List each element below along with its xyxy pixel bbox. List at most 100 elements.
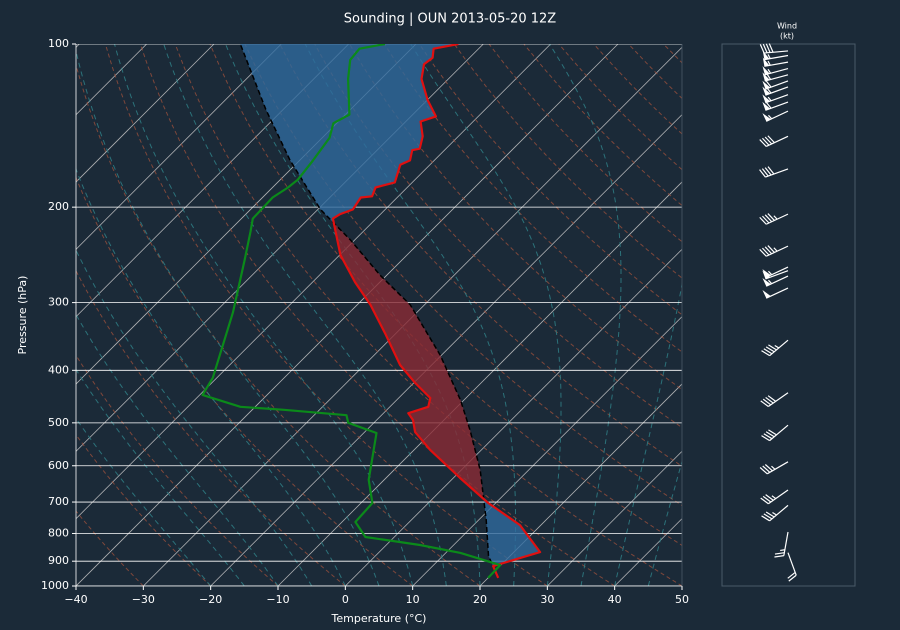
dry-adiabat (76, 269, 346, 586)
isotherm (277, 181, 682, 586)
dry-adiabat (349, 44, 682, 391)
moist-adiabat (614, 282, 682, 586)
barb-feather (764, 246, 773, 255)
dry-adiabat (453, 44, 682, 279)
x-tick-label: −30 (132, 593, 155, 606)
barb-flag (762, 290, 771, 299)
barb-shaft (765, 270, 789, 280)
barb-feather (762, 137, 770, 146)
barb-shaft (765, 275, 789, 287)
barb-flag (762, 269, 771, 278)
barb-feather (761, 350, 770, 357)
y-axis-label: Pressure (hPa) (16, 276, 29, 355)
wind-barb (762, 110, 789, 122)
barb-feather (765, 494, 774, 501)
barb-feather (763, 433, 773, 440)
wind-barb (759, 43, 789, 54)
moist-adiabat (647, 460, 682, 586)
barb-feather (764, 214, 773, 223)
barb-feather (764, 136, 773, 145)
barb-shaft (766, 461, 789, 475)
barb-shaft (767, 489, 789, 505)
barb-feather (761, 515, 770, 522)
barb-feather (762, 247, 770, 256)
barb-half (767, 68, 772, 74)
barb-feather (765, 431, 775, 438)
barb-feather (768, 344, 777, 351)
wind-barb (759, 213, 789, 225)
cin-area (483, 499, 541, 578)
barb-feather (764, 167, 772, 176)
dry-adiabat (76, 354, 279, 586)
x-axis-label: Temperature (°C) (331, 612, 427, 625)
barb-feather (759, 467, 768, 475)
barb-feather (767, 166, 775, 175)
wind-barb (759, 166, 789, 178)
chart-title: Sounding | OUN 2013-05-20 12Z (344, 12, 557, 27)
wind-barb (759, 135, 789, 147)
wind-barb (774, 531, 789, 558)
wind-barb (760, 392, 789, 408)
wind-barb (761, 504, 789, 522)
wind-barb (761, 424, 789, 442)
wind-barb (760, 489, 789, 505)
isotherm (479, 383, 682, 586)
dry-adiabat (314, 44, 682, 429)
barb-flag (762, 66, 770, 75)
barb-feather (762, 465, 771, 473)
wind-barb (761, 339, 789, 357)
y-tick-label: 700 (48, 495, 69, 508)
barb-shaft (769, 504, 789, 522)
barb-feather (762, 43, 768, 54)
barb-feather (759, 139, 767, 147)
wind-barb (762, 94, 789, 104)
barb-flag (762, 94, 771, 103)
barb-half (767, 60, 771, 66)
y-tick-label: 900 (48, 554, 69, 567)
profile-line (201, 44, 502, 579)
profile-line (331, 44, 542, 579)
barb-feather (759, 169, 766, 178)
x-tick-label: 10 (406, 593, 420, 606)
barb-feather (759, 44, 765, 54)
moist-adiabat (76, 368, 245, 586)
isotherm (76, 44, 282, 250)
barb-half (780, 549, 785, 552)
barb-half (767, 270, 773, 276)
barb-shaft (764, 50, 789, 54)
barb-feather (763, 513, 773, 520)
barb-feather (767, 395, 777, 402)
moist-adiabat (114, 44, 414, 586)
barb-feather (765, 396, 774, 404)
barb-half (767, 279, 773, 285)
barb-shaft (764, 67, 789, 76)
barb-feather (762, 398, 772, 406)
isotherm (547, 450, 682, 586)
barb-shaft (767, 392, 789, 408)
wind-barb (762, 287, 789, 299)
isotherm (76, 44, 215, 183)
isotherm (345, 248, 682, 586)
barb-feather (767, 135, 775, 144)
barb-feather (767, 213, 775, 221)
barb-feather (764, 464, 773, 472)
y-tick-label: 300 (48, 296, 69, 309)
x-tick-label: 30 (540, 593, 554, 606)
y-tick-label: 200 (48, 200, 69, 213)
x-tick-label: −20 (199, 593, 222, 606)
x-tick-label: 50 (675, 593, 689, 606)
wind-barb (762, 266, 789, 278)
wind-barb (759, 461, 789, 475)
dry-adiabat (139, 44, 615, 586)
barb-feather (759, 248, 767, 257)
moist-adiabat (549, 44, 622, 586)
barb-half (771, 495, 777, 500)
dry-adiabat (76, 433, 212, 586)
barb-shaft (783, 531, 789, 556)
barb-half (767, 114, 773, 120)
barb-shaft (765, 168, 789, 178)
moist-adiabat (76, 49, 380, 586)
barb-feather (788, 574, 797, 582)
